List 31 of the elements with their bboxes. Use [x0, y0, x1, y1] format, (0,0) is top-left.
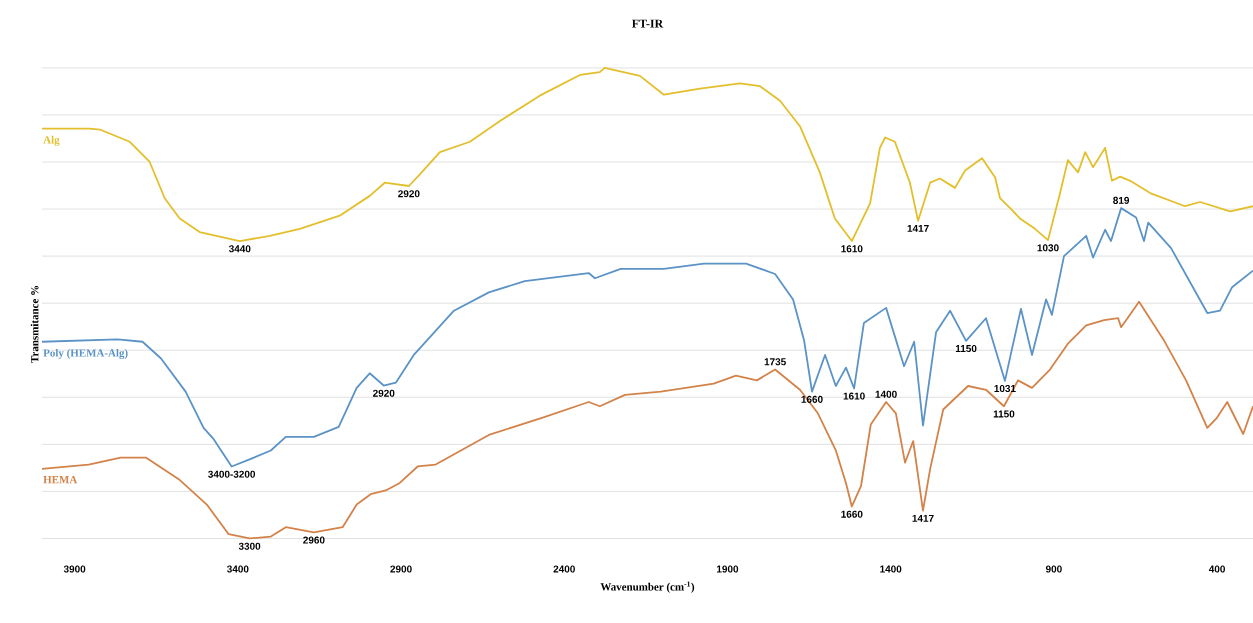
annotation: 1610	[841, 245, 863, 253]
x-tick-label: 2900	[390, 565, 412, 573]
annotation: 1150	[955, 345, 977, 353]
annotation: 3440	[228, 245, 251, 253]
annotation: 2960	[303, 536, 325, 544]
x-tick-label: 3400	[226, 565, 249, 573]
series-label: HEMA	[43, 476, 78, 484]
annotation: 1400	[875, 390, 897, 398]
x-tick-label: 900	[1045, 565, 1062, 573]
annotation: 1417	[907, 225, 929, 232]
x-tick-label: 1400	[880, 565, 902, 573]
y-axis-title: Transmitance %	[30, 286, 39, 363]
x-tick-label: 400	[1208, 565, 1225, 573]
annotation: 1030	[1037, 244, 1059, 252]
annotation: 1735	[764, 358, 786, 366]
annotation: 819	[1113, 196, 1130, 204]
annotation: 2920	[373, 389, 395, 397]
x-tick-label: 3900	[63, 565, 86, 573]
chart-title: FT-IR	[631, 19, 664, 28]
annotation: 3300	[238, 542, 261, 550]
annotation: 1610	[843, 392, 865, 400]
x-tick-label: 2400	[553, 565, 575, 573]
annotation: 1417	[912, 514, 934, 522]
annotation: 2920	[398, 190, 420, 198]
x-axis-title: Wavenumber (cm$^{-1}$)	[600, 581, 695, 593]
series-label: Poly (HEMA-Alg)	[43, 348, 128, 359]
annotation: 1150	[993, 410, 1015, 418]
annotation: 3400-3200	[208, 470, 256, 478]
x-tick-label: 1900	[717, 565, 739, 573]
annotation: 1660	[841, 510, 863, 518]
series-label: Alg	[43, 135, 60, 146]
